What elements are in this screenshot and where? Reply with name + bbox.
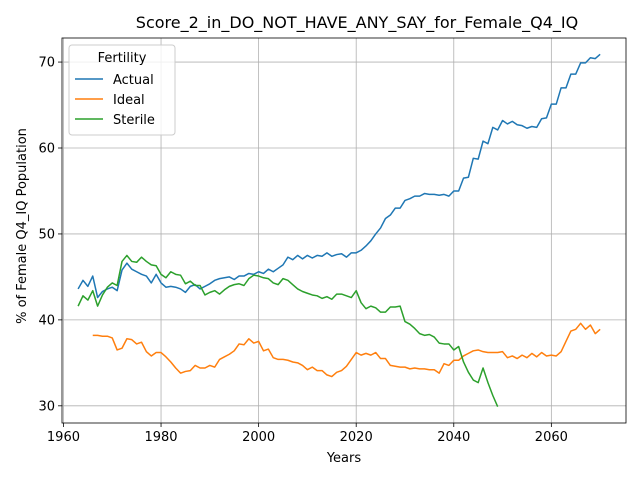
- y-axis-label: % of Female Q4_IQ Population: [15, 128, 30, 324]
- y-tick-label: 60: [38, 142, 55, 157]
- legend-label-ideal: Ideal: [113, 93, 145, 108]
- legend-label-sterile: Sterile: [113, 113, 155, 128]
- y-tick-label: 50: [38, 227, 55, 242]
- x-tick-label: 2060: [535, 430, 568, 445]
- x-axis-label: Years: [326, 451, 362, 466]
- y-tick-label: 40: [38, 313, 55, 328]
- plot-area: 1960 1980 2000 2020 2040 2060 30 40 50 60 70: [38, 37, 627, 445]
- axes-frame: [61, 37, 627, 424]
- chart-title: Score_2_in_DO_NOT_HAVE_ANY_SAY_for_Femal…: [136, 13, 578, 33]
- x-tick-label: 2020: [340, 430, 373, 445]
- legend: Fertility Actual Ideal Sterile: [68, 44, 176, 136]
- legend-box: [68, 44, 176, 136]
- series-line-sterile: [77, 254, 499, 407]
- x-tick-label: 2040: [437, 430, 470, 445]
- legend-title: Fertility: [98, 51, 147, 66]
- x-tick-label: 1980: [144, 430, 177, 445]
- x-tick-label: 2000: [242, 430, 275, 445]
- y-tick-label: 30: [38, 399, 55, 414]
- series-line-actual: [77, 53, 601, 299]
- series-line-ideal: [92, 322, 601, 378]
- x-tick-label: 1960: [47, 430, 80, 445]
- y-tick-label: 70: [38, 56, 55, 71]
- legend-label-actual: Actual: [113, 73, 154, 88]
